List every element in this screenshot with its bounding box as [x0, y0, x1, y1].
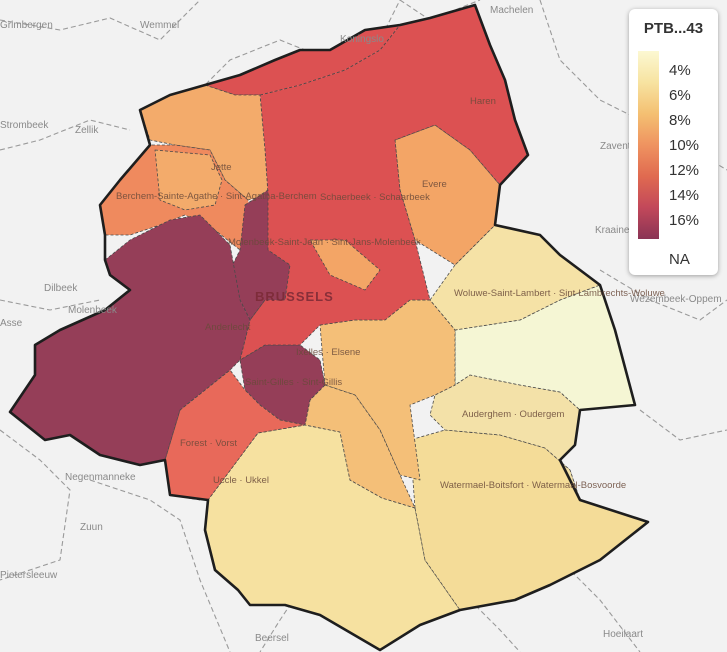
label-zellik: Zellik	[75, 125, 99, 136]
label-zuun: Zuun	[80, 522, 103, 533]
label-brussels: BRUSSELS	[255, 289, 334, 304]
legend-title: PTB...43	[643, 20, 704, 37]
label-auderghem: Auderghem · Oudergem	[462, 409, 565, 420]
legend-na-label: NA	[669, 251, 690, 268]
label-anderlecht: Anderlecht	[205, 322, 251, 333]
legend-label-16: 16%	[669, 212, 700, 229]
label-watermael: Watermael-Boitsfort · Watermaal-Bosvoord…	[440, 480, 626, 491]
label-kraainem: Kraainem	[595, 225, 638, 236]
label-haren: Haren	[470, 96, 496, 107]
legend-label-10: 10%	[669, 137, 700, 154]
label-asse: Asse	[0, 318, 23, 329]
legend-label-6: 6%	[669, 87, 691, 104]
legend-tick	[659, 120, 665, 121]
label-zaventem: Zaventem	[600, 141, 644, 152]
legend-tick	[659, 95, 665, 96]
label-schaerbeek: Schaerbeek · Schaarbeek	[320, 192, 430, 203]
label-evere: Evere	[422, 179, 447, 190]
legend-tick	[659, 145, 665, 146]
label-saintgilles: Saint-Gilles · Sint-Gillis	[245, 377, 342, 388]
municipality-koekelberg[interactable]	[154, 149, 223, 211]
legend-label-14: 14%	[669, 187, 700, 204]
region-outline	[8, 3, 650, 652]
label-forest: Forest · Vorst	[180, 438, 237, 449]
label-dilbeek: Dilbeek	[44, 283, 78, 294]
label-molenbeek-ext: Molenbeek	[68, 305, 118, 316]
legend-tick	[659, 70, 665, 71]
label-machelen: Machelen	[490, 5, 533, 16]
label-wezembeek: Wezembeek-Oppem	[630, 294, 722, 305]
label-pietersleeuw: Pietersleeuw	[0, 570, 58, 581]
label-hoeilaart: Hoeilaart	[603, 629, 643, 640]
label-koningslo: Koningslo	[340, 34, 384, 45]
legend-tick	[659, 220, 665, 221]
label-woluwelambert: Woluwe-Saint-Lambert · Sint-Lambrechts-W…	[454, 288, 665, 299]
label-ixelles: Ixelles · Elsene	[296, 347, 360, 358]
legend-label-8: 8%	[669, 112, 691, 129]
legend: PTB...43 4% 6% 8% 10% 12% 14% 16% NA	[629, 9, 718, 275]
legend-tick	[659, 170, 665, 171]
label-jette: Jette	[211, 162, 232, 173]
label-molenbeek: Molenbeek-Saint-Jean · Sint-Jans-Molenbe…	[228, 237, 421, 248]
label-wemmel: Wemmel	[140, 20, 179, 31]
label-berchem: Berchem-Sainte-Agathe · Sint-Agatha-Berc…	[116, 191, 317, 202]
municipality-watermael[interactable]	[409, 429, 649, 611]
label-grimbergen: Grimbergen	[0, 20, 53, 31]
legend-label-12: 12%	[669, 162, 700, 179]
legend-tick	[659, 195, 665, 196]
legend-color-bar	[638, 51, 659, 239]
label-negenmanneke: Negenmanneke	[65, 472, 136, 483]
label-beersel: Beersel	[255, 633, 289, 644]
label-strombeek: Strombeek	[0, 120, 49, 131]
legend-label-4: 4%	[669, 62, 691, 79]
municipality-ixelles-south[interactable]	[304, 384, 416, 509]
municipality-brussels-center[interactable]	[309, 239, 381, 291]
label-uccle: Uccle · Ukkel	[213, 475, 269, 486]
